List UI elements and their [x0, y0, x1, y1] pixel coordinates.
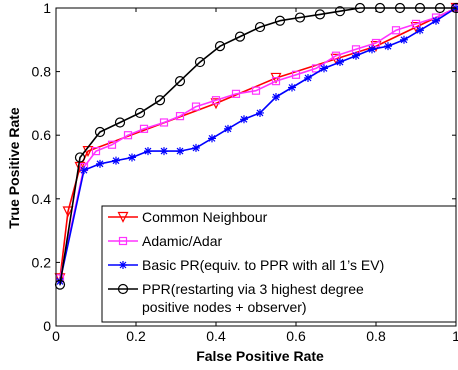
data-point	[107, 140, 117, 149]
data-point	[96, 159, 104, 168]
y-tick-labels: 0 0.2 0.4 0.6 0.8 1	[32, 0, 52, 334]
data-point	[74, 152, 86, 163]
legend-marker	[119, 261, 127, 269]
data-point	[123, 131, 133, 140]
legend-entry-3: PPR(restarting via 3 highest degree posit…	[108, 281, 364, 315]
data-point	[234, 31, 246, 42]
data-point	[251, 86, 261, 95]
data-point	[191, 102, 201, 111]
data-point	[139, 124, 149, 133]
y-tick-label: 0.6	[32, 127, 52, 143]
y-tick-label: 0.2	[32, 254, 52, 270]
data-point	[94, 126, 106, 138]
data-point	[371, 38, 381, 48]
y-axis-title: True Positive Rate	[6, 107, 22, 229]
data-point	[114, 117, 126, 128]
data-point	[112, 156, 120, 165]
data-point	[411, 19, 421, 28]
data-point	[62, 206, 74, 218]
legend-label: positive nodes + observer)	[142, 299, 307, 315]
legend-marker	[117, 283, 129, 295]
x-tick-label: 0.2	[126, 328, 146, 344]
data-point	[271, 77, 281, 86]
data-point	[54, 273, 66, 285]
y-tick-label: 1	[43, 0, 51, 16]
data-point	[331, 51, 341, 60]
legend-label: Adamic/Adar	[142, 233, 222, 249]
data-point	[144, 147, 152, 156]
data-point	[334, 6, 346, 17]
data-point	[91, 147, 101, 156]
data-point	[214, 41, 226, 52]
data-point	[294, 12, 306, 23]
data-point	[272, 93, 280, 102]
data-point	[254, 21, 266, 33]
legend-box	[101, 205, 457, 323]
data-point	[336, 58, 344, 67]
data-point	[320, 64, 328, 73]
x-tick-labels: 0 0.2 0.4 0.6 0.8 1	[52, 328, 458, 344]
data-point	[304, 73, 312, 82]
data-point	[194, 56, 206, 68]
legend-marker	[118, 236, 128, 246]
legend-entry-0: Common Neighbour	[108, 209, 268, 225]
series-line	[59, 7, 457, 279]
data-point	[291, 70, 301, 79]
x-axis-title: False Positive Rate	[196, 348, 324, 364]
x-tick-label: 0.6	[286, 328, 306, 344]
data-point	[160, 147, 168, 156]
plot-area-border	[55, 7, 457, 327]
data-point	[288, 83, 296, 92]
data-point	[240, 115, 248, 124]
x-tick-label: 1	[452, 328, 458, 344]
y-tick-label: 0.4	[32, 191, 52, 207]
x-tick-label: 0.8	[366, 328, 386, 344]
y-tick-label: 0	[43, 318, 51, 334]
legend-entry-2: Basic PR(equiv. to PPR with all 1’s EV)	[108, 257, 384, 273]
legend-marker	[117, 211, 129, 223]
x-tick-label: 0.4	[206, 328, 226, 344]
data-point	[314, 9, 326, 20]
data-point	[192, 143, 200, 152]
data-point	[352, 51, 360, 60]
data-point	[128, 153, 136, 162]
data-point	[274, 15, 286, 26]
legend-label: PPR(restarting via 3 highest degree	[142, 281, 364, 297]
data-point	[368, 45, 376, 54]
data-point	[159, 118, 169, 127]
legend-label: Basic PR(equiv. to PPR with all 1’s EV)	[142, 257, 384, 273]
legend: Common Neighbour Adamic/Adar Basic PR(equi…	[101, 205, 457, 323]
data-point	[175, 112, 185, 121]
data-point	[174, 76, 186, 87]
legend-entry-1: Adamic/Adar	[108, 233, 222, 249]
data-point	[80, 166, 88, 175]
data-point	[231, 89, 241, 98]
x-tick-label: 0	[52, 328, 60, 344]
data-point	[154, 95, 166, 106]
data-point	[134, 107, 146, 119]
y-tick-label: 0.8	[32, 64, 52, 80]
data-point	[224, 124, 232, 133]
legend-label: Common Neighbour	[142, 209, 268, 225]
data-point	[400, 35, 408, 44]
data-point	[211, 96, 221, 105]
series-line	[59, 7, 457, 279]
data-point	[432, 16, 440, 25]
data-point	[208, 134, 216, 143]
data-point	[391, 26, 401, 35]
data-point	[176, 147, 184, 156]
data-point	[416, 26, 424, 35]
data-point	[256, 108, 264, 117]
data-point	[384, 42, 392, 51]
data-point	[311, 64, 321, 73]
